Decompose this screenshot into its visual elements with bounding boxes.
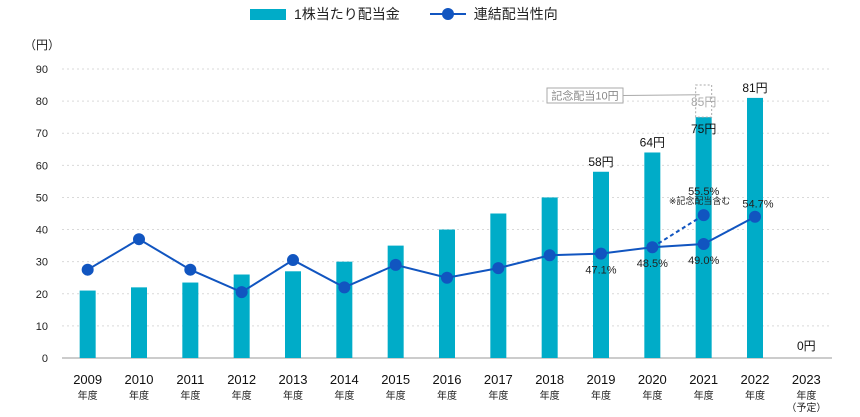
bar-value-label: 75円 — [691, 122, 716, 136]
x-tick-label: 2021 — [689, 372, 718, 387]
x-tick-sublabel: 年度 — [694, 389, 714, 402]
x-tick-label: 2010 — [125, 372, 154, 387]
line-point — [235, 286, 248, 299]
line-point — [697, 238, 710, 251]
bar — [387, 245, 404, 358]
line-point — [133, 233, 145, 246]
x-tick-sublabel: （予定） — [786, 401, 826, 414]
x-tick-sublabel: 年度 — [591, 389, 611, 402]
x-tick-label: 2017 — [484, 372, 513, 387]
line-point — [595, 247, 607, 260]
commemorative-dashed-line — [651, 214, 705, 249]
x-tick-label: 2022 — [741, 372, 770, 387]
line-point — [338, 281, 351, 294]
bar — [131, 287, 147, 358]
bar — [336, 261, 353, 358]
x-tick-sublabel: 年度 — [642, 389, 662, 402]
commemorative-line-point — [697, 209, 710, 222]
x-tick-label: 2011 — [176, 372, 204, 387]
x-tick-sublabel: 年度 — [283, 389, 303, 402]
line-point — [287, 254, 299, 267]
line-point — [646, 241, 659, 254]
y-tick-label: 20 — [36, 289, 48, 301]
line-point — [492, 262, 505, 275]
line-point — [389, 258, 402, 271]
callout-leader-line — [622, 94, 700, 96]
y-tick-label: 10 — [36, 321, 48, 333]
x-tick-sublabel: 年度 — [232, 389, 252, 402]
legend-item-dividend[interactable]: 1株当たり配当金 — [250, 4, 400, 24]
x-tick-label: 2015 — [381, 372, 410, 387]
line-point — [749, 210, 761, 223]
bar-value-label: 85円 — [691, 95, 716, 109]
x-tick-sublabel: 年度 — [745, 389, 765, 402]
x-tick-label: 2014 — [330, 372, 359, 387]
x-tick-sublabel: 年度 — [129, 389, 149, 402]
legend-item-payout-ratio[interactable]: 連結配当性向 — [429, 4, 558, 24]
bar — [644, 152, 661, 358]
y-tick-label: 80 — [36, 96, 48, 108]
y-tick-label: 50 — [36, 192, 48, 204]
x-tick-sublabel: 年度 — [78, 389, 98, 402]
bar — [285, 271, 301, 358]
x-tick-sublabel: 年度 — [488, 389, 508, 402]
x-tick-label: 2016 — [433, 372, 462, 387]
x-tick-label: 2023 — [792, 372, 821, 387]
line-marker-icon — [429, 7, 466, 21]
callout-box — [546, 87, 624, 104]
x-tick-label: 2009 — [73, 372, 102, 387]
line-point — [543, 249, 556, 262]
bar — [182, 282, 199, 358]
line-value-label: 49.0% — [688, 255, 719, 267]
bar — [747, 97, 763, 359]
commemorative-note: ※記念配当含む — [669, 195, 731, 206]
line-value-label: 48.5% — [637, 258, 668, 270]
legend: 1株当たり配当金 連結配当性向 — [250, 4, 558, 24]
bar-value-label: 81円 — [742, 81, 767, 95]
line-value-label: 47.1% — [585, 265, 616, 277]
y-tick-label: 40 — [36, 225, 48, 237]
commemorative-bar-outline — [695, 84, 713, 118]
bar — [490, 213, 507, 358]
legend-line-label: 連結配当性向 — [473, 6, 558, 22]
bar — [695, 117, 712, 359]
x-tick-sublabel: 年度 — [796, 389, 816, 402]
y-tick-label: 60 — [36, 160, 48, 172]
x-tick-label: 2012 — [227, 372, 256, 387]
x-tick-label: 2018 — [535, 372, 564, 387]
line-value-label: 55.5% — [688, 186, 719, 198]
x-tick-sublabel: 年度 — [180, 389, 200, 402]
x-tick-label: 2013 — [279, 372, 308, 387]
bar-value-label: 0円 — [797, 339, 816, 353]
bar — [541, 197, 558, 358]
x-tick-sublabel: 年度 — [437, 389, 457, 402]
bar — [593, 171, 609, 358]
line-value-label: 54.7% — [742, 199, 773, 211]
y-tick-label: 0 — [42, 353, 48, 365]
y-tick-label: 70 — [36, 128, 48, 140]
x-tick-sublabel: 年度 — [386, 389, 406, 402]
x-tick-sublabel: 年度 — [334, 389, 354, 402]
x-tick-sublabel: 年度 — [540, 389, 560, 402]
bar — [79, 290, 96, 358]
bar-swatch-icon — [250, 8, 286, 20]
y-tick-label: 90 — [36, 64, 48, 76]
payout-ratio-line — [87, 215, 756, 294]
line-point — [441, 271, 453, 284]
bar-value-label: 58円 — [588, 155, 613, 169]
line-point — [81, 263, 94, 276]
callout-label: 記念配当10円 — [551, 89, 618, 103]
bar — [439, 229, 455, 358]
legend-bar-label: 1株当たり配当金 — [294, 6, 400, 22]
y-tick-label: 30 — [36, 257, 48, 269]
bar-value-label: 64円 — [640, 135, 665, 149]
x-tick-label: 2019 — [587, 372, 616, 387]
y-axis-unit: （円） — [24, 38, 61, 52]
line-point — [184, 263, 197, 276]
x-tick-label: 2020 — [638, 372, 667, 387]
